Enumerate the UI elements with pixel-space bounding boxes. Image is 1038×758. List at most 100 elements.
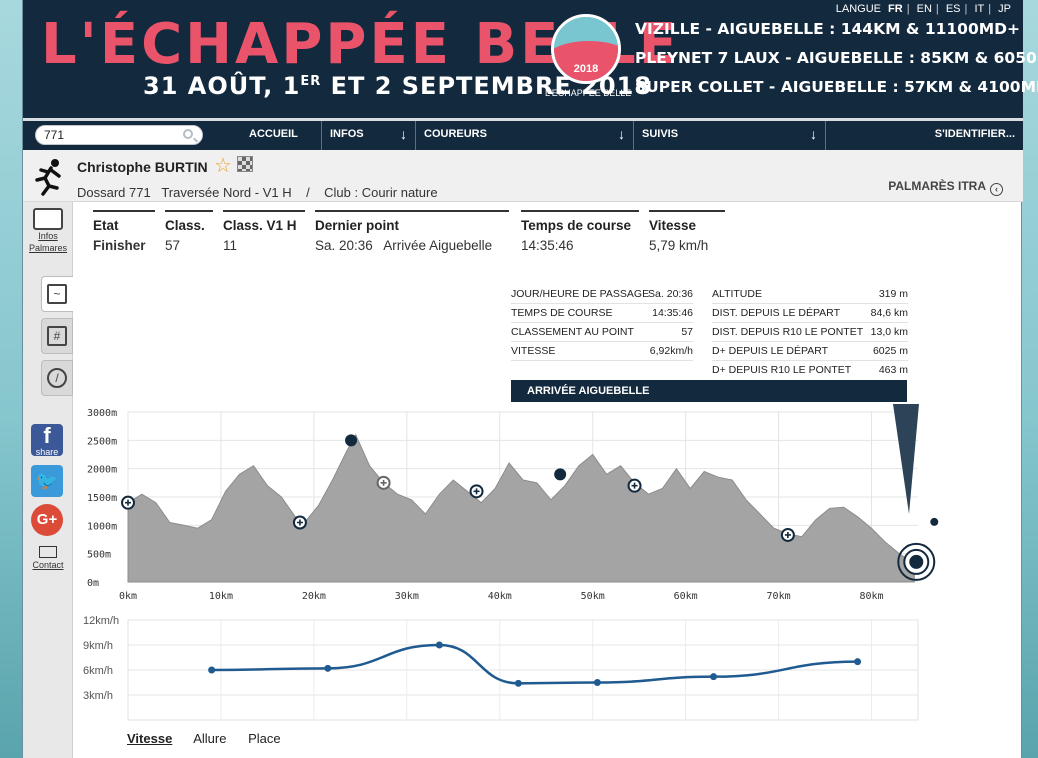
nav-coureurs[interactable]: COUREURS ↓ <box>415 121 633 150</box>
info-row: CLASSEMENT AU POINT 57 <box>511 323 693 342</box>
plus-icon <box>631 482 638 489</box>
nav-infos[interactable]: INFOS ↓ <box>321 121 415 150</box>
info-row: DIST. DEPUIS LE DÉPART 84,6 km <box>712 304 908 323</box>
twitter-button[interactable]: 🐦 <box>31 465 63 497</box>
info-row: ALTITUDE 319 m <box>712 285 908 304</box>
language-selector: LANGUE FR | EN | ES | IT | JP <box>835 3 1011 15</box>
x-tick-label: 60km <box>674 591 698 602</box>
race-item: VIZILLE - AIGUEBELLE : 144KM & 11100MD+ <box>635 20 1021 38</box>
target-center <box>909 554 924 569</box>
tab-vitesse[interactable]: Vitesse <box>127 731 173 746</box>
x-tick-label: 70km <box>767 591 791 602</box>
runner-icon <box>35 159 61 196</box>
y-tick-label: 0m <box>87 578 99 589</box>
bib-number: Dossard 771 <box>77 185 151 200</box>
runner-name: Christophe BURTIN <box>77 159 208 175</box>
x-tick-label: 40km <box>488 591 512 602</box>
lang-jp[interactable]: JP <box>998 3 1011 15</box>
event-logo: 2018 <box>551 14 621 84</box>
selected-point-name: ARRIVÉE AIGUEBELLE <box>511 380 907 402</box>
chevron-down-icon: ↓ <box>618 126 625 142</box>
chevron-left-icon: ‹ <box>990 183 1003 196</box>
tab-compass[interactable]: / <box>41 360 73 396</box>
event-banner: L'ÉCHAPPÉE BELLE 31 AOÛT, 1ER ET 2 SEPTE… <box>23 0 1038 118</box>
plus-icon <box>473 488 480 495</box>
club-name: Club : Courir nature <box>324 185 438 200</box>
speed-point <box>854 658 862 666</box>
search-icon[interactable] <box>183 129 193 139</box>
info-row: TEMPS DE COURSE 14:35:46 <box>511 304 693 323</box>
tab-allure[interactable]: Allure <box>193 731 227 746</box>
nav-accueil[interactable]: ACCUEIL <box>249 128 298 140</box>
facebook-share-button[interactable]: f share <box>31 424 63 457</box>
lang-it[interactable]: IT <box>974 3 985 15</box>
stat-etat: Etat Finisher <box>93 210 155 253</box>
y-tick-label: 12km/h <box>83 615 119 627</box>
info-row: JOUR/HEURE DE PASSAGE Sa. 20:36 <box>511 285 693 304</box>
nav-suivis[interactable]: SUIVIS ↓ <box>633 121 825 150</box>
y-tick-label: 3km/h <box>83 690 113 702</box>
race-item: SUPER COLLET - AIGUEBELLE : 57KM & 4100M… <box>635 78 1038 96</box>
id-card-icon <box>33 208 63 230</box>
pointer-triangle <box>893 404 919 514</box>
info-row: VITESSE 6,92km/h <box>511 342 693 361</box>
envelope-icon <box>39 546 57 558</box>
chevron-down-icon: ↓ <box>810 126 817 142</box>
grid-icon: # <box>47 326 67 346</box>
y-tick-label: 1500m <box>87 493 117 504</box>
runner-details: Dossard 771 Traversée Nord - V1 H / Club… <box>77 185 438 200</box>
x-tick-label: 0km <box>119 591 137 602</box>
checkpoint-dot <box>554 468 567 481</box>
palmares-itra-link[interactable]: PALMARÈS ITRA ‹ <box>888 179 1003 196</box>
star-icon[interactable]: ☆ <box>214 155 232 177</box>
race-item: PLEYNET 7 LAUX - AIGUEBELLE : 85KM & 605… <box>635 49 1038 67</box>
chart-tabs: Vitesse Allure Place <box>127 731 299 746</box>
target-ring <box>897 542 936 581</box>
y-tick-label: 9km/h <box>83 640 113 652</box>
nav-sidentifier[interactable]: S'IDENTIFIER... <box>825 121 1023 150</box>
lang-fr[interactable]: FR <box>888 3 903 15</box>
tab-profile[interactable]: ~ <box>41 276 73 312</box>
x-tick-label: 10km <box>209 591 233 602</box>
x-tick-label: 20km <box>302 591 326 602</box>
checkered-flag-icon[interactable] <box>237 156 253 172</box>
language-label: LANGUE <box>835 3 881 15</box>
stat-temps: Temps de course 14:35:46 <box>521 210 639 253</box>
plus-icon <box>784 531 791 538</box>
plus-icon <box>296 519 303 526</box>
lang-en[interactable]: EN <box>916 3 932 15</box>
stat-dernier-point: Dernier point Sa. 20:36 Arrivée Aiguebell… <box>315 210 509 253</box>
chevron-down-icon: ↓ <box>400 126 407 142</box>
search-input[interactable]: 771 <box>35 125 203 145</box>
y-tick-label: 2000m <box>87 465 117 476</box>
stat-class: Class. 57 <box>165 210 213 253</box>
elevation-area <box>127 433 915 583</box>
chart-icon: ~ <box>47 284 67 304</box>
y-tick-label: 500m <box>87 550 111 561</box>
tab-splits[interactable]: # <box>41 318 73 354</box>
google-plus-button[interactable]: G+ <box>31 504 63 536</box>
y-tick-label: 2500m <box>87 436 117 447</box>
infos-label: Infos <box>38 231 58 241</box>
plus-icon <box>380 479 387 486</box>
palmares-label: Palmares <box>28 243 67 253</box>
speed-line <box>211 643 858 685</box>
x-tick-label: 30km <box>395 591 419 602</box>
details-separator: / <box>306 185 310 200</box>
y-tick-label: 6km/h <box>83 665 113 677</box>
stat-class-cat: Class. V1 H 11 <box>223 210 305 253</box>
speed-point <box>514 679 522 687</box>
elevation-chart: 0km 10km 20km 30km 40km 50km 60km 70km 80km 0m 500… <box>87 404 939 602</box>
speed-point <box>710 673 718 681</box>
x-tick-label: 50km <box>581 591 605 602</box>
lang-es[interactable]: ES <box>945 3 961 15</box>
speed-point <box>324 664 332 672</box>
charts-area: 0km 10km 20km 30km 40km 50km 60km 70km 80km 0m 500… <box>83 404 939 721</box>
infos-palmares-button[interactable]: Infos Palmares <box>27 208 69 254</box>
speed-point <box>435 641 443 649</box>
tab-place[interactable]: Place <box>248 731 281 746</box>
speed-point <box>593 679 601 686</box>
info-row: D+ DEPUIS R10 LE PONTET 463 m <box>712 364 908 376</box>
contact-button[interactable]: Contact <box>27 546 69 570</box>
runner-marker <box>930 517 939 526</box>
